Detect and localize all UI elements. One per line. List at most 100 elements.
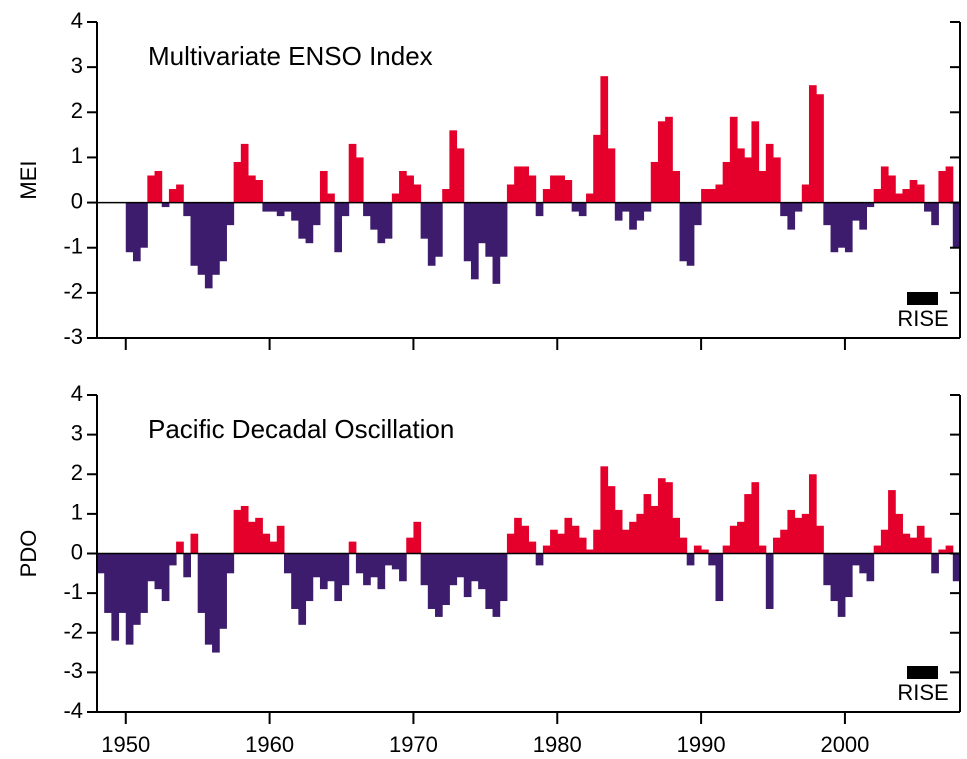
bar (621, 529, 630, 554)
bar (924, 537, 932, 554)
bar (319, 170, 328, 203)
bar (363, 553, 371, 586)
bar (888, 175, 896, 203)
bar (528, 175, 537, 203)
y-tick-label: -1 (63, 579, 83, 604)
bar (514, 517, 522, 554)
bar (312, 553, 321, 578)
bar (283, 553, 292, 574)
bar (758, 170, 767, 203)
bar (499, 553, 508, 602)
bar (233, 161, 242, 203)
chart-title: Pacific Decadal Oscillation (148, 414, 454, 444)
bar (190, 202, 199, 266)
bar (485, 553, 494, 609)
bar (586, 549, 594, 554)
annotation: RISE (897, 306, 948, 331)
bar (384, 202, 393, 239)
bar (363, 202, 371, 217)
bar (672, 517, 681, 554)
bar (147, 553, 156, 582)
bar (219, 202, 227, 262)
y-axis-label: PDO (16, 530, 41, 578)
bar (715, 184, 724, 203)
bar (729, 525, 738, 554)
bar (650, 161, 659, 203)
bar (111, 553, 120, 641)
bar (765, 143, 774, 203)
bar (859, 202, 868, 230)
bar (909, 537, 918, 554)
bar (456, 148, 465, 203)
bar (773, 537, 781, 554)
bar (600, 466, 609, 554)
bar (442, 189, 450, 203)
bar (463, 553, 472, 598)
y-tick-label: 2 (71, 98, 83, 123)
bar (140, 202, 148, 248)
x-tick-label: 1990 (677, 732, 726, 757)
bar (801, 184, 810, 203)
bar (348, 541, 357, 554)
bar (679, 537, 688, 554)
bar (276, 202, 285, 217)
bar (564, 517, 573, 554)
bar (816, 94, 824, 203)
bar (916, 525, 925, 554)
y-tick-label: -3 (63, 658, 83, 683)
annotation: RISE (897, 680, 948, 705)
bar (909, 180, 918, 203)
y-tick-label: -4 (63, 698, 83, 723)
bar (370, 202, 378, 230)
y-tick-label: 2 (71, 460, 83, 485)
bar (737, 148, 745, 203)
bar (657, 478, 666, 554)
bar (895, 193, 903, 203)
bar (643, 202, 652, 212)
x-tick-label: 1970 (389, 732, 438, 757)
y-tick-label: 0 (71, 539, 83, 564)
bar (132, 202, 141, 262)
bar (931, 553, 939, 574)
bar (550, 175, 558, 203)
y-axis-label: MEI (16, 160, 41, 199)
bar (902, 189, 911, 203)
bar (269, 202, 278, 212)
bar (255, 517, 263, 554)
bar (384, 553, 393, 566)
bar (852, 202, 860, 221)
bar (492, 553, 501, 617)
bar (478, 553, 486, 590)
bar (629, 202, 637, 230)
bar (154, 553, 163, 590)
bar (665, 482, 673, 554)
bar (118, 553, 127, 613)
bar (406, 175, 414, 203)
bar (391, 553, 400, 570)
bar (808, 85, 817, 203)
bar (794, 517, 803, 554)
bar (571, 202, 580, 212)
bar (744, 494, 752, 554)
bar (125, 202, 134, 253)
bar (348, 143, 357, 203)
bar (506, 184, 515, 203)
y-tick-label: -2 (63, 619, 83, 644)
bar (823, 202, 832, 226)
bar (298, 202, 307, 239)
bar (787, 202, 796, 230)
bar (478, 202, 486, 244)
bar (327, 193, 335, 203)
bar (506, 533, 515, 554)
bar (895, 513, 903, 554)
bar (629, 521, 637, 554)
bar (276, 525, 285, 554)
bar (758, 545, 767, 554)
bar (341, 202, 350, 217)
bar (607, 486, 616, 554)
bar (226, 202, 235, 226)
bar (305, 202, 314, 244)
bar (269, 541, 278, 554)
bar (657, 121, 666, 203)
bar (614, 509, 623, 554)
